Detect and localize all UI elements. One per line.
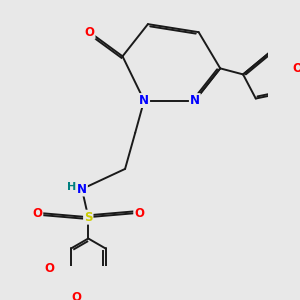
Text: O: O [292,62,300,75]
Text: O: O [44,262,54,275]
Text: H: H [67,182,76,192]
Text: O: O [71,291,81,300]
Text: O: O [134,207,144,220]
Text: O: O [32,207,42,220]
Text: N: N [139,94,149,107]
Text: O: O [85,26,94,39]
Text: N: N [77,182,87,196]
Text: N: N [190,94,200,107]
Text: S: S [84,211,92,224]
